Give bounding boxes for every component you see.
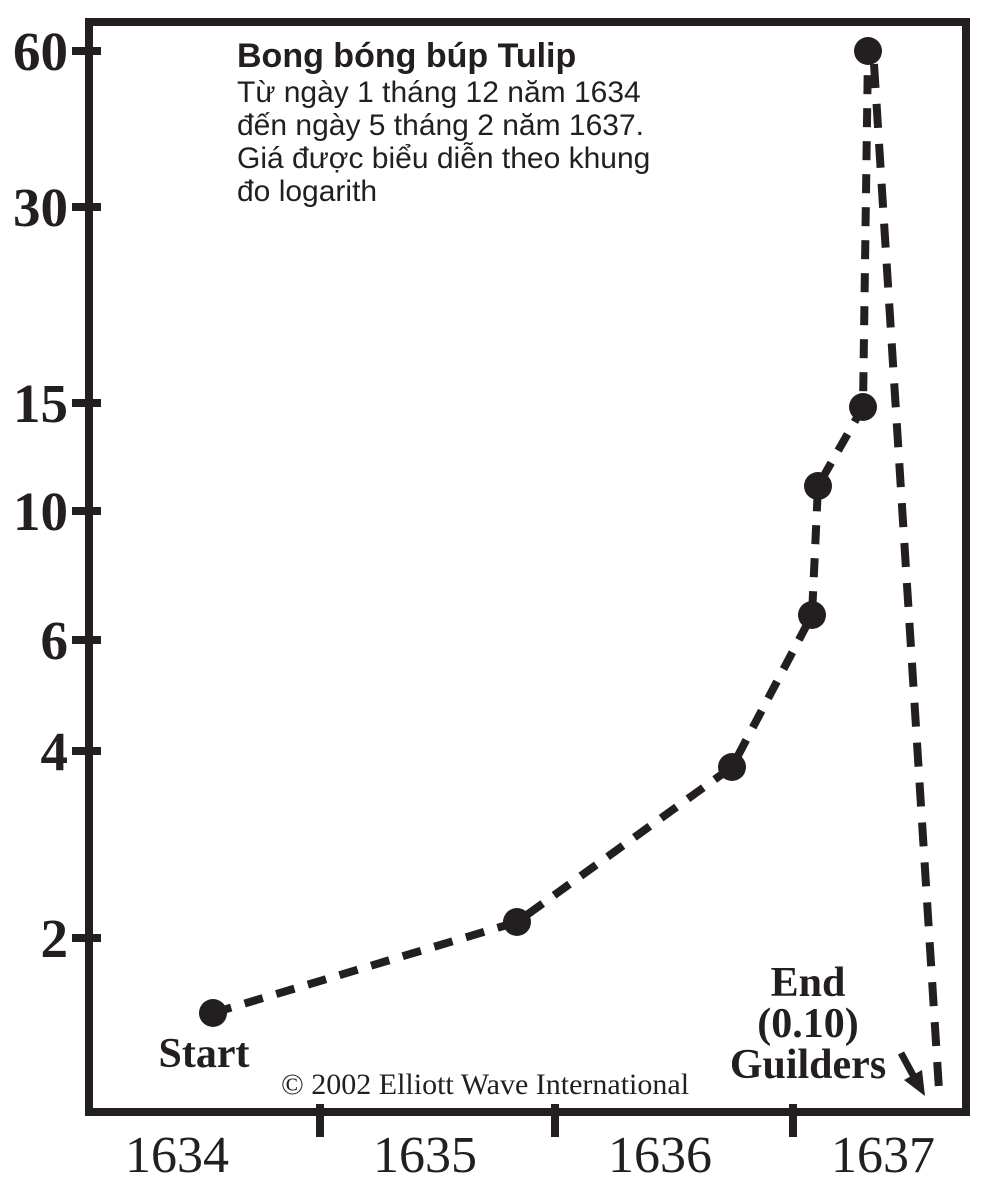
data-point bbox=[503, 908, 531, 936]
plot-frame bbox=[85, 18, 970, 1116]
chart-title: Bong bóng búp Tulip bbox=[237, 37, 577, 75]
y-axis-tick-label: 30 bbox=[13, 177, 68, 238]
y-axis-tick-label: 4 bbox=[41, 721, 69, 782]
title-block: Bong bóng búp Tulip Từ ngày 1 tháng 12 n… bbox=[237, 36, 650, 208]
subtitle-line: đến ngày 5 tháng 2 năm 1637. bbox=[237, 109, 644, 142]
data-point bbox=[804, 472, 832, 500]
crash-line bbox=[870, 63, 943, 1091]
x-axis-tick-label: 1636 bbox=[608, 1127, 712, 1184]
end-arrow-stem bbox=[897, 1051, 918, 1079]
start-annotation: Start bbox=[158, 1031, 250, 1077]
data-point bbox=[718, 753, 746, 781]
end-annotation-line: Guilders bbox=[729, 1042, 887, 1088]
x-axis-tick-label: 1635 bbox=[373, 1127, 477, 1184]
y-axis-tick-label: 10 bbox=[13, 481, 68, 542]
end-annotation-line: End bbox=[770, 960, 846, 1006]
data-point bbox=[798, 601, 826, 629]
end-arrow-head bbox=[904, 1070, 925, 1096]
data-point bbox=[199, 999, 227, 1027]
copyright-note: © 2002 Elliott Wave International bbox=[280, 1068, 690, 1101]
subtitle-line: Từ ngày 1 tháng 12 năm 1634 bbox=[237, 76, 641, 109]
subtitle-line: Giá được biểu diễn theo khung bbox=[237, 142, 651, 175]
data-point bbox=[849, 393, 877, 421]
x-axis-tick-label: 1637 bbox=[831, 1127, 935, 1184]
y-axis-tick-label: 15 bbox=[13, 373, 68, 434]
x-axis-tick-label: 1634 bbox=[125, 1127, 229, 1184]
end-annotation: End (0.10) Guilders bbox=[729, 960, 887, 1088]
y-axis-tick-label: 6 bbox=[41, 610, 69, 671]
data-point bbox=[854, 37, 882, 65]
y-axis-tick-label: 60 bbox=[13, 21, 68, 82]
chart-subtitle: Từ ngày 1 tháng 12 năm 1634 đến ngày 5 t… bbox=[237, 76, 650, 208]
end-annotation-line: (0.10) bbox=[757, 1001, 859, 1047]
subtitle-line: đo logarith bbox=[237, 175, 378, 208]
y-axis-tick-label: 2 bbox=[41, 908, 69, 969]
